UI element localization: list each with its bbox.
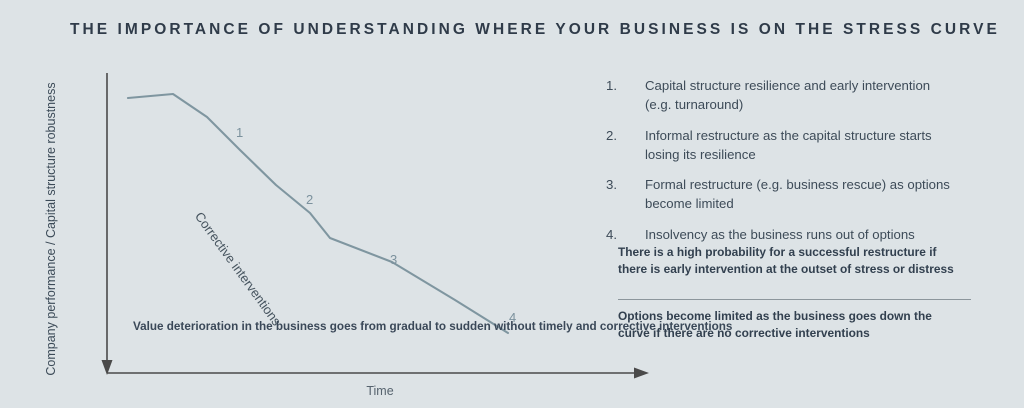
- explanation-panel: 1. Capital structure resilience and earl…: [600, 0, 1024, 408]
- list-item-label: Insolvency as the business runs out of o…: [645, 226, 915, 242]
- list-item-number: 2.: [606, 127, 617, 143]
- list-item-label: Formal restructure (e.g. business rescue…: [645, 177, 950, 212]
- value-deterioration-note: Value deterioration in the business goes…: [133, 320, 733, 333]
- panel-divider: [618, 299, 971, 300]
- list-item-number: 4.: [606, 226, 617, 242]
- chart-svg: [101, 73, 649, 379]
- curve-marker-2: 2: [306, 192, 314, 207]
- page-title: THE IMPORTANCE OF UNDERSTANDING WHERE YO…: [70, 21, 1000, 38]
- x-axis-label: Time: [366, 384, 394, 398]
- list-item-label: Capital structure resilience and early i…: [645, 78, 931, 113]
- stage-list: 1. Capital structure resilience and earl…: [606, 76, 1016, 255]
- callout-early-intervention: There is a high probability for a succes…: [618, 245, 954, 276]
- list-item: 4. Insolvency as the business runs out o…: [606, 225, 1016, 244]
- y-axis-label: Company performance / Capital structure …: [44, 82, 58, 376]
- list-item: 2. Informal restructure as the capital s…: [606, 126, 1016, 165]
- y-axis: [101, 73, 113, 375]
- list-item: 1. Capital structure resilience and earl…: [606, 76, 1016, 115]
- list-item-number: 1.: [606, 78, 617, 93]
- curve-marker-3: 3: [390, 252, 398, 267]
- curve-marker-1: 1: [236, 125, 244, 140]
- stress-curve-path: [126, 92, 510, 335]
- list-item-number: 3.: [606, 177, 617, 193]
- x-axis: [107, 367, 649, 379]
- curve-marker-4: 4: [509, 310, 517, 325]
- stress-curve-chart: Company performance / Capital structure …: [44, 73, 732, 398]
- callout-options-limited: Options become limited as the business g…: [618, 309, 932, 340]
- list-item: 3. Formal restructure (e.g. business res…: [606, 175, 1016, 214]
- list-item-label: Informal restructure as the capital stru…: [645, 127, 932, 162]
